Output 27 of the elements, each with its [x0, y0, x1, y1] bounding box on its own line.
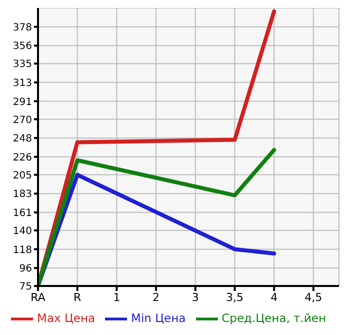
y-tick-label: 226 [12, 152, 32, 164]
y-tick-label: 161 [12, 208, 32, 219]
x-tick-label: RA [30, 290, 46, 304]
x-tick-label: 1 [113, 290, 120, 304]
y-tick-label: 96 [19, 264, 32, 275]
y-tick-label: 248 [12, 134, 32, 145]
legend-label: Сред.Цена, т.йен [222, 311, 326, 326]
line-series [38, 148, 276, 286]
x-tick-label: 3 [192, 290, 199, 304]
y-tick-label: 140 [12, 226, 32, 237]
y-tick-label: 270 [12, 114, 32, 126]
x-tick-label: 4,5 [304, 290, 322, 304]
y-tick-label: 75 [19, 282, 32, 293]
legend-label: Min Цена [131, 311, 186, 326]
x-tick-label: R [74, 290, 82, 304]
y-tick-label: 356 [12, 41, 32, 52]
legend-label: Max Цена [37, 311, 96, 326]
y-tick-label: 378 [12, 22, 32, 34]
y-tick-label: 118 [12, 244, 32, 256]
y-tick-label: 205 [12, 170, 32, 182]
y-tick-label: 291 [12, 96, 32, 108]
y-tick-label: 335 [12, 59, 32, 70]
x-tick-label: 4 [270, 290, 278, 304]
x-tick-label: 3,5 [226, 290, 244, 304]
x-tick-label: 2 [152, 290, 160, 304]
y-tick-label: 313 [12, 78, 32, 89]
y-tick-label: 183 [12, 189, 32, 200]
